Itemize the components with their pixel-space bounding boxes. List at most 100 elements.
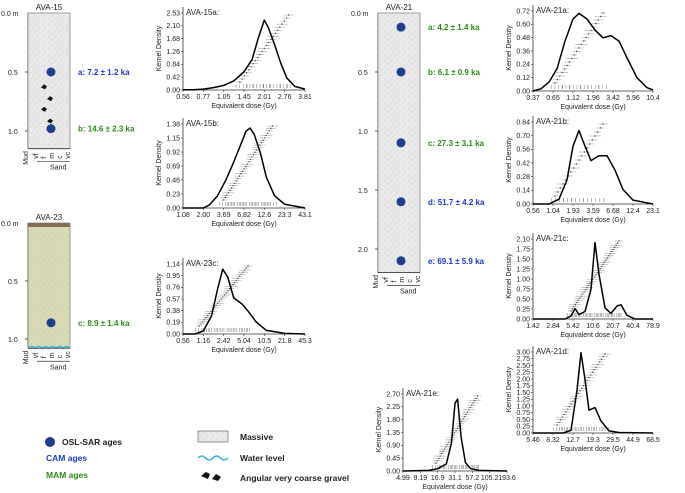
- aliquot-point: [448, 441, 450, 443]
- kde-curve: [532, 12, 654, 92]
- aliquot-point: [587, 284, 590, 287]
- aliquot-point: [462, 418, 464, 420]
- x-tick-label: 3.69: [217, 212, 231, 219]
- aliquot-point: [580, 43, 583, 46]
- x-tick-label: 0.37: [526, 95, 540, 102]
- kde-curve: [533, 241, 653, 320]
- aliquot-point: [476, 395, 479, 397]
- aliquot-point: [250, 66, 252, 68]
- x-axis-label: Equivalent dose (Gy): [560, 332, 625, 339]
- x-tick-label: 2.00: [197, 212, 211, 219]
- y-axis-label: Kernel Density: [506, 25, 513, 71]
- aliquot-point: [233, 182, 236, 184]
- y-tick-label: 0.84: [166, 62, 180, 69]
- aliquot-point: [274, 32, 277, 34]
- aliquot-point: [563, 413, 565, 416]
- chart-ava-21c: AVA-21c: 0.00 0.25 0.50 0.75 1.00 1.25 1.50 1.75…: [506, 233, 660, 339]
- aliquot-point: [471, 404, 473, 406]
- aliquot-point: [229, 189, 231, 192]
- aliquot-point: [251, 156, 253, 158]
- aliquot-point: [247, 265, 249, 267]
- aliquot-point: [461, 420, 463, 423]
- x-tick-label: 2.76: [278, 94, 292, 101]
- sand-group-label: Sand: [400, 289, 416, 296]
- grain-size-label: Mud: [23, 351, 30, 365]
- x-axis-label: Equivalent dose (Gy): [211, 221, 276, 228]
- aliquot-point: [262, 139, 264, 142]
- y-tick-label: 1.75: [516, 246, 530, 253]
- x-tick-label: 0.56: [526, 208, 540, 215]
- aliquot-point: [240, 173, 242, 175]
- depth-tick-label: 1.0: [8, 337, 18, 344]
- aliquot-point: [602, 123, 604, 125]
- y-tick-label: 0.00: [516, 201, 530, 208]
- aliquot-point: [573, 54, 575, 56]
- column-ava-21: AVA-21 0.0 m 0.5 1.0 1.5 2.0 a: 4.2 ± 1.4 ka b:…: [351, 3, 485, 296]
- kde-curve: [183, 268, 306, 335]
- aliquot-point: [580, 155, 583, 157]
- y-tick-label: 2.50: [516, 363, 530, 370]
- aliquot-point: [442, 450, 444, 453]
- aliquot-point: [245, 267, 248, 269]
- aliquot-point: [256, 149, 258, 151]
- aliquot-point: [267, 132, 269, 134]
- aliquot-point: [242, 271, 244, 273]
- y-tick-label: 2.10: [166, 23, 180, 30]
- y-tick-label: 0.12: [516, 75, 530, 82]
- aliquot-point: [562, 183, 564, 185]
- aliquot-point: [612, 248, 614, 251]
- aliquot-point: [205, 317, 207, 319]
- aliquot-point: [578, 159, 580, 161]
- x-tick-label: 12.6: [258, 212, 272, 219]
- y-tick-label: 1.35: [386, 430, 400, 437]
- aliquot-point: [279, 26, 281, 28]
- depth-top-label: 0.0 m: [351, 11, 369, 18]
- aliquot-point: [271, 125, 274, 127]
- chart-title: AVA-21e:: [406, 389, 439, 398]
- aliquot-point: [228, 288, 231, 290]
- sample-age-label: b: 14.6 ± 2.3 ka: [78, 125, 135, 134]
- chart-title: AVA-21c:: [536, 234, 569, 243]
- aliquot-point: [606, 257, 609, 259]
- x-tick-label: 105.2: [481, 475, 499, 482]
- y-tick-label: 0.76: [166, 285, 180, 292]
- depth-tick-label: 1.0: [358, 129, 368, 136]
- aliquot-point: [288, 14, 290, 16]
- aliquot-point: [572, 400, 574, 403]
- aliquot-point: [276, 29, 279, 31]
- aliquot-point: [256, 56, 259, 59]
- gravel-clast-icon: [47, 96, 53, 102]
- grain-size-label: vc: [65, 351, 72, 359]
- aliquot-point: [556, 191, 559, 193]
- y-tick-label: 0.48: [516, 35, 530, 42]
- aliquot-point: [576, 301, 578, 304]
- kde-curve: [402, 398, 508, 472]
- aliquot-point: [599, 15, 602, 18]
- x-tick-label: 4.99: [396, 475, 410, 482]
- x-tick-label: 8.32: [546, 437, 560, 444]
- aliquot-point: [270, 38, 272, 41]
- aliquot-point: [573, 306, 575, 308]
- aliquot-point: [252, 153, 255, 156]
- osl-sample-dot: [46, 124, 56, 134]
- aliquot-point: [222, 296, 224, 298]
- aliquot-point: [235, 279, 237, 282]
- y-tick-label: 0.75: [516, 410, 530, 417]
- aliquot-point: [254, 59, 257, 62]
- aliquot-point: [227, 290, 229, 292]
- aliquot-point: [227, 192, 230, 194]
- x-axis-label: Equivalent dose (Gy): [560, 104, 625, 111]
- aliquot-point: [281, 23, 283, 25]
- aliquot-point: [237, 177, 239, 180]
- aliquot-point: [225, 292, 227, 294]
- y-tick-label: 0.84: [516, 119, 530, 126]
- y-tick-label: 0.00: [166, 205, 180, 212]
- x-tick-label: 40.4: [626, 323, 640, 330]
- x-tick-label: 43.1: [298, 212, 312, 219]
- aliquot-point: [200, 323, 202, 325]
- aliquot-point: [468, 409, 470, 411]
- aliquot-point: [584, 289, 587, 291]
- aliquot-point: [598, 361, 601, 363]
- kde-curve: [183, 127, 306, 209]
- x-tick-label: 23.1: [646, 208, 660, 215]
